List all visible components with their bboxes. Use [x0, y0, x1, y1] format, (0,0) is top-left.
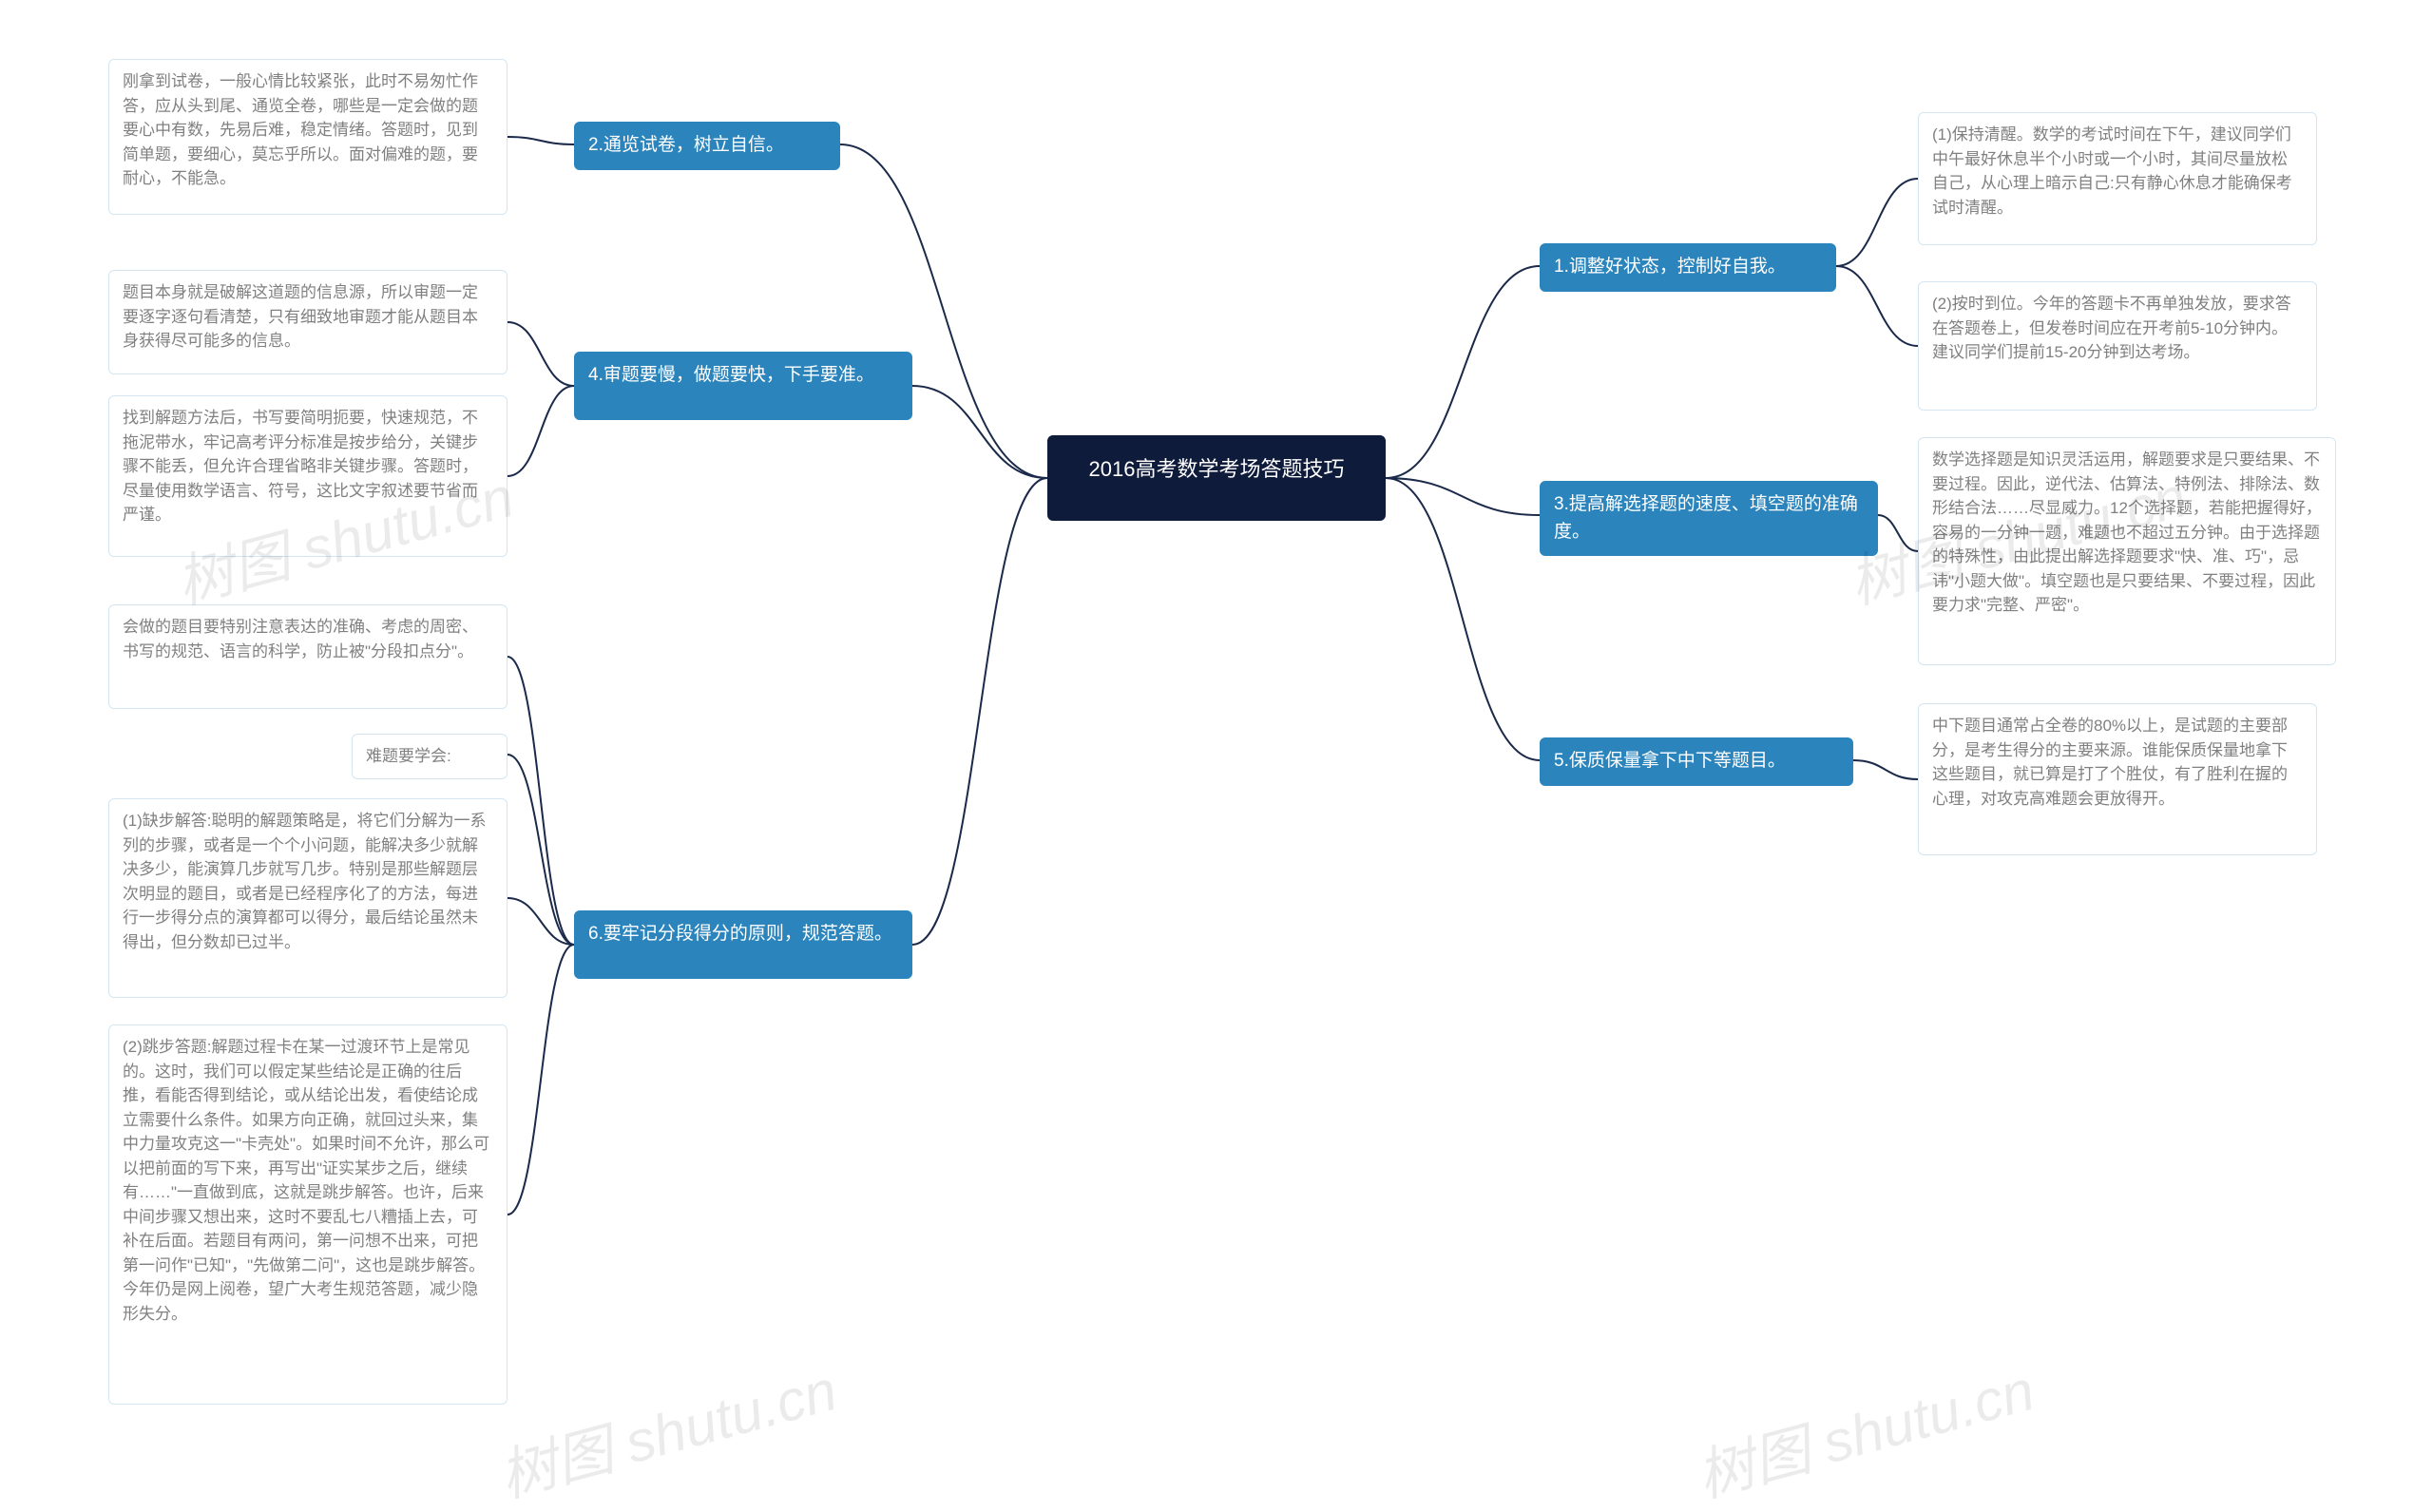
branch-node-b4: 4.审题要慢，做题要快，下手要准。	[574, 352, 912, 420]
leaf-node-b3l1: 数学选择题是知识灵活运用，解题要求是只要结果、不要过程。因此，逆代法、估算法、特…	[1918, 437, 2336, 665]
leaf-node-b1l2: (2)按时到位。今年的答题卡不再单独发放，要求答在答题卷上，但发卷时间应在开考前…	[1918, 281, 2317, 411]
leaf-node-b2l1: 刚拿到试卷，一般心情比较紧张，此时不易匆忙作答，应从头到尾、通览全卷，哪些是一定…	[108, 59, 508, 215]
leaf-node-b6l3: (1)缺步解答:聪明的解题策略是，将它们分解为一系列的步骤，或者是一个个小问题，…	[108, 798, 508, 998]
leaf-node-b5l1: 中下题目通常占全卷的80%以上，是试题的主要部分，是考生得分的主要来源。谁能保质…	[1918, 703, 2317, 855]
leaf-node-b6l4: (2)跳步答题:解题过程卡在某一过渡环节上是常见的。这时，我们可以假定某些结论是…	[108, 1024, 508, 1405]
leaf-node-b6l2: 难题要学会:	[352, 734, 508, 779]
branch-node-b2: 2.通览试卷，树立自信。	[574, 122, 840, 170]
watermark: 树图 shutu.cn	[1687, 1344, 2042, 1512]
leaf-node-b4l1: 题目本身就是破解这道题的信息源，所以审题一定要逐字逐句看清楚，只有细致地审题才能…	[108, 270, 508, 374]
leaf-node-b1l1: (1)保持清醒。数学的考试时间在下午，建议同学们中午最好休息半个小时或一个小时，…	[1918, 112, 2317, 245]
branch-node-b3: 3.提高解选择题的速度、填空题的准确度。	[1540, 481, 1878, 556]
leaf-node-b4l2: 找到解题方法后，书写要简明扼要，快速规范，不拖泥带水，牢记高考评分标准是按步给分…	[108, 395, 508, 557]
branch-node-b1: 1.调整好状态，控制好自我。	[1540, 243, 1836, 292]
watermark: 树图 shutu.cn	[489, 1344, 845, 1512]
branch-node-b5: 5.保质保量拿下中下等题目。	[1540, 737, 1853, 786]
leaf-node-b6l1: 会做的题目要特别注意表达的准确、考虑的周密、书写的规范、语言的科学，防止被"分段…	[108, 604, 508, 709]
central-node: 2016高考数学考场答题技巧	[1047, 435, 1386, 521]
branch-node-b6: 6.要牢记分段得分的原则，规范答题。	[574, 910, 912, 979]
